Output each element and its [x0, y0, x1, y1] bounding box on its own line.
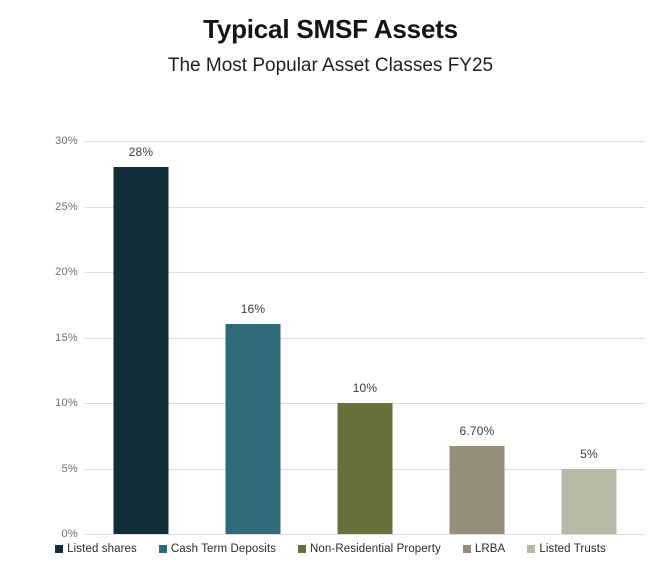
legend-item-label: Listed Trusts	[539, 543, 606, 555]
legend-item-label: Listed shares	[67, 543, 137, 555]
y-axis-tick-label: 30%	[55, 135, 78, 147]
bar[interactable]	[225, 324, 281, 534]
bar[interactable]	[337, 403, 393, 534]
bar-group[interactable]: 16%	[197, 141, 309, 534]
y-axis: 30% 25% 20% 15% 10% 5% 0%	[0, 135, 78, 540]
bar-value-label: 5%	[580, 446, 598, 461]
bar-value-label: 16%	[240, 302, 266, 317]
gridline	[85, 337, 645, 339]
legend-swatch-icon	[527, 545, 536, 553]
legend-item[interactable]: LRBA	[462, 543, 506, 555]
bar-value-label: 28%	[128, 145, 154, 160]
y-axis-tick-label: 0%	[61, 528, 78, 540]
chart-header: Typical SMSF Assets The Most Popular Ass…	[0, 0, 661, 78]
bar-group[interactable]: 6.70%	[421, 141, 533, 534]
chart-legend: Listed shares Cash Term Deposits Non-Resid…	[0, 543, 661, 555]
bar[interactable]	[113, 167, 169, 534]
y-axis-tick-label: 10%	[55, 397, 78, 409]
legend-item-label: Non-Residential Property	[310, 543, 441, 555]
legend-item-label: Cash Term Deposits	[170, 543, 276, 555]
legend-swatch-icon	[462, 545, 471, 553]
legend-swatch-icon	[298, 545, 306, 553]
bar-group[interactable]: 28%	[85, 141, 197, 534]
chart-title: Typical SMSF Assets	[203, 14, 458, 44]
legend-item[interactable]: Listed shares	[55, 543, 137, 555]
legend-item[interactable]: Listed Trusts	[527, 543, 606, 555]
legend-item[interactable]: Cash Term Deposits	[158, 543, 276, 555]
bar-value-label: 10%	[352, 381, 378, 395]
gridline	[85, 534, 645, 535]
bar[interactable]	[561, 468, 617, 534]
bars-layer: 28% 16% 10% 6.70% 5%	[85, 141, 645, 534]
legend-item[interactable]: Non-Residential Property	[298, 543, 441, 555]
gridline	[85, 206, 645, 208]
gridline	[85, 141, 645, 142]
y-axis-tick-label: 15%	[55, 331, 78, 344]
bar-value-label: 6.70%	[459, 424, 495, 439]
y-axis-tick-label: 25%	[55, 200, 78, 213]
legend-swatch-icon	[158, 545, 167, 553]
bar-group[interactable]: 10%	[309, 141, 421, 534]
bar[interactable]	[449, 446, 505, 534]
chart-subtitle: The Most Popular Asset Classes FY25	[167, 55, 494, 77]
legend-item-label: LRBA	[474, 543, 506, 555]
gridline	[85, 272, 645, 273]
legend-swatch-icon	[55, 545, 64, 553]
y-axis-tick-label: 20%	[55, 266, 78, 278]
bar-group[interactable]: 5%	[533, 141, 645, 534]
y-axis-tick-label: 5%	[61, 462, 78, 475]
